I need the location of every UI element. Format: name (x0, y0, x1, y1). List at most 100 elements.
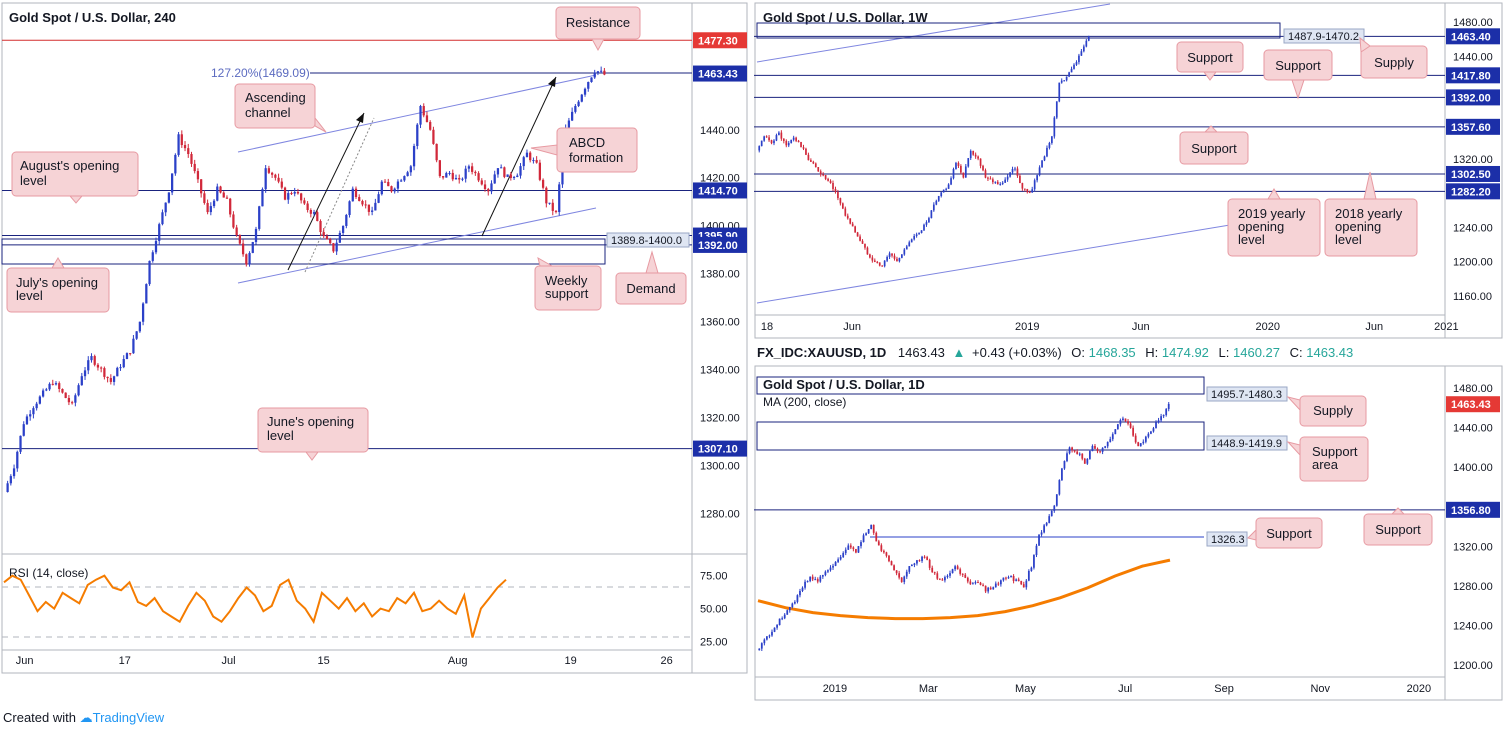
d1-candle-body (1086, 458, 1089, 464)
d1-candle-body (865, 533, 867, 536)
d1-title: Gold Spot / U.S. Dollar, 1D (763, 377, 925, 392)
d1-candle-body (1096, 448, 1099, 452)
d1-time-tick-label: 2020 (1407, 683, 1431, 695)
d1-candle-body (842, 553, 845, 558)
h4-price-badge-label: 1307.10 (698, 444, 738, 456)
w1-candle-body (780, 132, 783, 139)
h4-candle-body (219, 186, 222, 193)
w1-candle-body (824, 175, 827, 179)
h4-candle-body (119, 367, 122, 369)
w1-candle-body (908, 242, 911, 247)
h4-candle-body (83, 370, 87, 377)
rsi-subpanel: RSI (14, close) 75.00 50.00 25.00 (2, 566, 728, 648)
d1-callout-support-1356: Support (1363, 507, 1433, 546)
h4-abcd-dotted (304, 117, 375, 273)
d1-candle-body (1132, 427, 1135, 436)
w1-candle-body (861, 240, 864, 244)
w1-candle-body (918, 233, 920, 235)
d1-candle-body (1005, 577, 1007, 579)
h4-candle-body (406, 172, 409, 177)
h4-candle-body (380, 181, 383, 195)
w1-candle-body (787, 143, 790, 146)
h4-candle-body (348, 201, 351, 215)
d1-support-area-zone (756, 421, 1205, 451)
d1-candle-body (951, 569, 954, 574)
h4-candle-body (519, 166, 522, 176)
w1-candles (758, 35, 1090, 268)
d1-candle-body (977, 582, 979, 584)
w1-price-badge-label: 1392.00 (1451, 92, 1491, 104)
d1-candle-body (984, 585, 987, 592)
d1-callout-support-1356-text: Support (1375, 522, 1421, 537)
h4-candle-body (138, 321, 141, 332)
w1-candle-body (1075, 62, 1078, 65)
h4-candle-body (222, 192, 225, 198)
d1-candle-body (982, 584, 984, 586)
d1-candle-body (959, 569, 962, 574)
h4-candle-body (267, 168, 271, 173)
d1-candle-body (933, 572, 936, 574)
w1-candle-body (942, 189, 945, 193)
d1-candle-body (893, 565, 895, 571)
d1-candle-body (849, 545, 852, 548)
h4-candle-body (571, 111, 574, 121)
h4-title: Gold Spot / U.S. Dollar, 240 (9, 10, 176, 25)
h4-price-badge-label: 1463.43 (698, 69, 738, 81)
d1-candle-body (1010, 575, 1012, 578)
d1-candle-body (847, 545, 850, 550)
d1-candle-body (956, 566, 959, 570)
w1-candle-body (881, 265, 884, 267)
d1-time-ticks: 2019 Mar May Jul Sep Nov 2020 (823, 683, 1431, 695)
d1-candle-body (1045, 522, 1048, 526)
h4-candle-body (545, 187, 548, 204)
d1-candle-body (852, 547, 855, 550)
w1-price-badge (1446, 89, 1500, 106)
w1-price-tick-label: 1440.00 (1453, 51, 1493, 63)
h4-abcd-leg-ab (287, 112, 365, 271)
d1-candle-body (1038, 534, 1040, 546)
w1-candle-body (829, 180, 832, 183)
d1-header-change: +0.43 (+0.03%) (972, 345, 1062, 360)
d1-candle-body (844, 549, 847, 554)
d1-candle-body (824, 571, 827, 576)
h4-candle-body (74, 395, 77, 403)
d1-candle-body (1022, 584, 1025, 588)
h4-fib-label: 127.20%(1469.09) (211, 66, 310, 80)
w1-candle-body (827, 178, 829, 181)
h4-candle-body (306, 203, 309, 211)
w1-candle-body (1021, 183, 1024, 189)
w1-candle-body (930, 210, 933, 219)
w1-candle-body (1073, 64, 1075, 69)
w1-price-badge-label: 1463.40 (1451, 31, 1491, 43)
d1-candle-body (880, 545, 883, 551)
h4-candle-body (471, 166, 474, 172)
d1-candle-body (1040, 532, 1043, 535)
h4-candle-body (325, 236, 329, 240)
d1-header-h-label: H: (1145, 345, 1158, 360)
footer-brand[interactable]: TradingView (92, 710, 165, 725)
d1-header-arrow: ▲ (953, 345, 966, 360)
h4-candle-body (135, 331, 138, 339)
rsi-title: RSI (14, close) (9, 566, 88, 580)
h4-candle-body (390, 186, 393, 192)
d1-candle-body (1119, 420, 1122, 425)
d1-candle-body (936, 573, 939, 579)
h4-candle-body (477, 173, 480, 181)
d1-candle-body (875, 532, 878, 542)
w1-candle-body (886, 256, 888, 261)
d1-candle-body (1147, 433, 1150, 437)
h4-candle-body (554, 210, 558, 213)
d1-candle-body (1033, 555, 1035, 568)
d1-candle-body (801, 587, 804, 591)
w1-candle-body (1026, 189, 1029, 193)
w1-candle-body (763, 136, 766, 141)
d1-candle-body (793, 601, 796, 604)
d1-price-tick-label: 1240.00 (1453, 620, 1493, 632)
h4-candle-body (38, 396, 41, 404)
d1-candle-body (839, 557, 842, 560)
w1-candle-body (1055, 101, 1058, 118)
h4-candle-body (583, 88, 587, 95)
d1-candle-body (877, 541, 880, 546)
h4-candle-body (51, 383, 54, 385)
w1-candle-body (1063, 80, 1066, 82)
